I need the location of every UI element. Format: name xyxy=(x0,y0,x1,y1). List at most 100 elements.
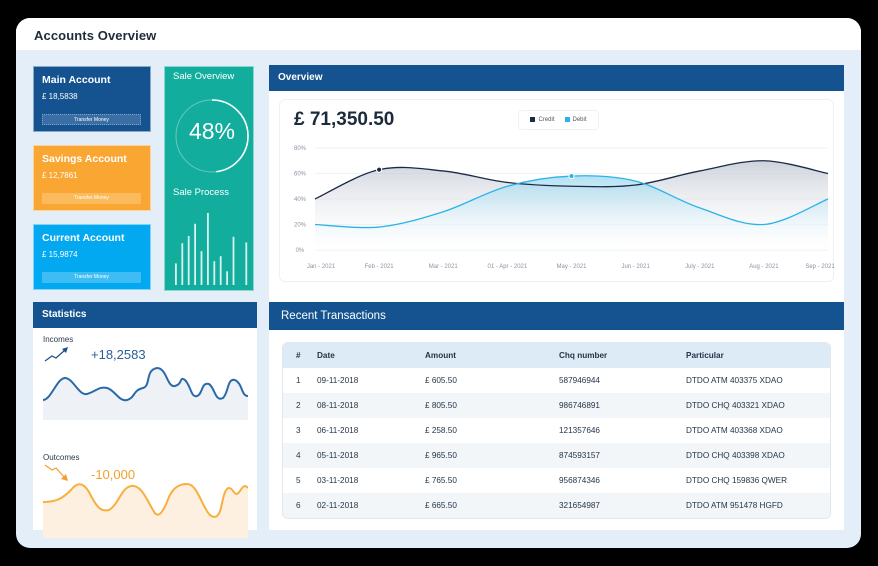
table-row[interactable]: 6 02-11-2018 £ 665.50 321654987 DTDO ATM… xyxy=(283,493,830,518)
table-row[interactable]: 3 06-11-2018 £ 258.50 121357646 DTDO ATM… xyxy=(283,418,830,443)
cell-number: 1 xyxy=(296,376,301,385)
sale-percent: 48% xyxy=(188,118,236,144)
savings-account-card: Savings Account £ 12,7861 Transfer Money xyxy=(33,145,151,211)
overview-total: £ 71,350.50 xyxy=(294,109,395,130)
cell-amount: £ 965.50 xyxy=(425,443,559,468)
outcomes-sparkline xyxy=(43,482,248,538)
outcomes-label: Outcomes xyxy=(43,453,80,462)
overview-area-chart: 0% 20% 40% 60% 80% Jan - 2021 Feb - 2021 Mar - … xyxy=(294,146,835,270)
cell-amount: £ 765.50 xyxy=(425,476,457,485)
column-header-particular[interactable]: Particular xyxy=(686,343,830,368)
progress-ring xyxy=(175,99,249,173)
debit-swatch-icon xyxy=(564,116,570,122)
legend-credit[interactable]: Credit xyxy=(530,116,555,123)
cell-amount: £ 805.50 xyxy=(425,393,559,418)
cell-particular: DTDO CHQ 403398 XDAO xyxy=(686,443,830,468)
app-window: Accounts Overview Main Account £ 18,5838… xyxy=(16,18,861,548)
sale-bar xyxy=(181,243,184,285)
main-account-card: Main Account £ 18,5838 Transfer Money xyxy=(33,66,151,132)
cell-number: 2 xyxy=(283,393,317,418)
cell-amount: £ 665.50 xyxy=(425,493,559,518)
table-row[interactable]: 1 09-11-2018 £ 605.50 587946944 DTDO ATM… xyxy=(283,368,830,393)
svg-text:May - 2021: May - 2021 xyxy=(556,264,587,270)
column-header-amount[interactable]: Amount xyxy=(425,343,559,368)
cell-number: 6 xyxy=(283,493,317,518)
sale-bar xyxy=(207,213,209,285)
table-row[interactable]: 2 08-11-2018 £ 805.50 986746891 DTDO CHQ… xyxy=(283,393,830,418)
cell-date: 03-11-2018 xyxy=(317,476,359,485)
cell-number: 3 xyxy=(296,426,301,435)
window-title: Accounts Overview xyxy=(16,18,861,50)
svg-text:July - 2021: July - 2021 xyxy=(685,264,715,270)
overview-chart-card: £ 71,350.50 Credit Debit 0% 20% 40% 60% 80% J… xyxy=(279,99,835,282)
column-header-date[interactable]: Date xyxy=(317,343,425,368)
cell-date: 09-11-2018 xyxy=(317,376,359,385)
svg-text:60%: 60% xyxy=(294,172,307,178)
account-name: Current Account xyxy=(42,232,125,244)
account-name: Main Account xyxy=(42,74,111,86)
statistics-panel: Statistics Incomes +18,2583 Outcomes -10… xyxy=(33,302,257,538)
cell-chq-number: 986746891 xyxy=(559,393,686,418)
cell-particular: DTDO CHQ 403321 XDAO xyxy=(686,393,830,418)
transfer-money-button[interactable]: Transfer Money xyxy=(42,114,141,125)
sale-bar xyxy=(245,242,248,285)
account-balance: £ 12,7861 xyxy=(42,171,78,180)
svg-text:Aug - 2021: Aug - 2021 xyxy=(749,264,779,270)
sale-process-title: Sale Process xyxy=(173,187,229,198)
cell-particular: DTDO ATM 403375 XDAO xyxy=(686,376,783,385)
trend-down-icon xyxy=(44,464,68,481)
svg-text:Jan - 2021: Jan - 2021 xyxy=(307,264,336,270)
sale-overview-title: Sale Overview xyxy=(173,71,235,82)
overview-title: Overview xyxy=(269,65,844,91)
svg-text:40%: 40% xyxy=(294,197,307,203)
cell-amount: £ 258.50 xyxy=(425,426,457,435)
sale-bar xyxy=(175,263,177,285)
cell-date: 06-11-2018 xyxy=(317,426,359,435)
cell-chq-number: 121357646 xyxy=(559,426,600,435)
incomes-label: Incomes xyxy=(43,335,74,344)
transfer-money-button[interactable]: Transfer Money xyxy=(42,272,141,283)
chart-legend: Credit Debit xyxy=(518,110,599,130)
account-balance: £ 18,5838 xyxy=(42,92,78,101)
table-row[interactable]: 4 05-11-2018 £ 965.50 874593157 DTDO CHQ… xyxy=(283,443,830,468)
sale-bar xyxy=(226,271,228,285)
credit-swatch-icon xyxy=(530,116,536,122)
table-row[interactable]: 5 03-11-2018 £ 765.50 956874346 DTDO CHQ… xyxy=(283,468,830,493)
legend-debit[interactable]: Debit xyxy=(564,116,587,123)
cell-number: 4 xyxy=(283,443,317,468)
sale-bar xyxy=(219,256,222,285)
cell-amount: £ 605.50 xyxy=(425,376,457,385)
transfer-money-button[interactable]: Transfer Money xyxy=(42,193,141,204)
sale-process-bar-chart xyxy=(175,213,248,285)
sale-bar xyxy=(213,261,216,285)
svg-text:20%: 20% xyxy=(294,223,307,229)
account-balance: £ 15,9874 xyxy=(42,250,78,259)
cell-date: 02-11-2018 xyxy=(317,493,425,518)
svg-text:Feb - 2021: Feb - 2021 xyxy=(365,264,395,270)
sale-bar xyxy=(194,223,196,285)
cell-particular: DTDO ATM 951478 HGFD xyxy=(686,493,830,518)
trend-up-icon xyxy=(44,347,68,362)
sale-bar xyxy=(232,236,235,285)
svg-text:01 - Apr - 2021: 01 - Apr - 2021 xyxy=(488,264,528,270)
svg-text:Jun - 2021: Jun - 2021 xyxy=(621,264,650,270)
svg-text:Sep - 2021: Sep - 2021 xyxy=(805,264,835,270)
overview-panel: Overview £ 71,350.50 Credit Debit 0% 20% 4… xyxy=(269,65,844,303)
outcomes-value: -10,000 xyxy=(91,467,136,482)
column-header-number[interactable]: # xyxy=(283,343,317,368)
cell-chq-number: 956874346 xyxy=(559,476,600,485)
cell-date: 08-11-2018 xyxy=(317,393,425,418)
account-name: Savings Account xyxy=(42,153,127,165)
transactions-title: Recent Transactions xyxy=(269,302,844,330)
sale-overview-card: Sale Overview 48% Sale Process xyxy=(164,66,254,291)
column-header-chq-number[interactable]: Chq number xyxy=(559,343,686,368)
incomes-value: +18,2583 xyxy=(91,347,146,362)
sale-bar xyxy=(200,251,203,285)
svg-text:80%: 80% xyxy=(294,146,307,152)
cell-date: 05-11-2018 xyxy=(317,443,425,468)
incomes-sparkline xyxy=(43,366,248,420)
table-header-row: # Date Amount Chq number Particular xyxy=(283,343,830,368)
cell-number: 5 xyxy=(296,476,301,485)
cell-chq-number: 874593157 xyxy=(559,443,686,468)
cell-chq-number: 587946944 xyxy=(559,376,600,385)
